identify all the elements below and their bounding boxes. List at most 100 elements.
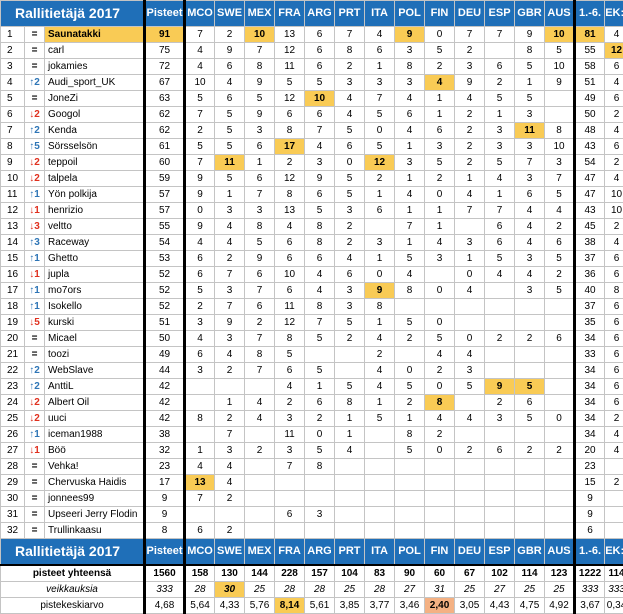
score-fra: [275, 523, 305, 539]
score-ita: [365, 427, 395, 443]
table-row: 9↓2teppoil607111230123525735422: [1, 155, 623, 171]
score-mco: 4: [185, 331, 215, 347]
score-mex: [245, 491, 275, 507]
score-swe: 4: [215, 459, 245, 475]
extra-1: 6: [605, 315, 623, 331]
totals-label: pisteet yhteensä: [1, 565, 145, 582]
score-deu: [455, 395, 485, 411]
score-ita: [365, 523, 395, 539]
score-ita: [365, 219, 395, 235]
score-arg: 4: [305, 267, 335, 283]
score-prt: 5: [335, 315, 365, 331]
rank-change-value: =: [32, 333, 38, 344]
extra-1: 2: [605, 411, 623, 427]
score-pol: 0: [395, 363, 425, 379]
score-esp: [485, 491, 515, 507]
score-prt: 0: [335, 155, 365, 171]
player-name: Sörsselsön: [45, 139, 145, 155]
score-mex: 7: [245, 187, 275, 203]
extra-1: 6: [605, 91, 623, 107]
score-fin: [425, 459, 455, 475]
header-deu: DEU: [455, 539, 485, 566]
rank-change-value: 2: [34, 413, 40, 424]
table-row: 18↑1Isokello52276118383768: [1, 299, 623, 315]
rank-change: ↓2: [25, 155, 45, 171]
score-mex: 7: [245, 331, 275, 347]
extra-1: 6: [605, 267, 623, 283]
score-deu: 4: [455, 347, 485, 363]
score-ita: 1: [365, 187, 395, 203]
rank-change-value: 3: [34, 237, 40, 248]
extra-0: 47: [575, 187, 605, 203]
score-ita: [365, 475, 395, 491]
score-aus: 6: [545, 235, 575, 251]
rank-change-value: 1: [34, 205, 40, 216]
score-arg: 4: [305, 283, 335, 299]
score-mco: 7: [185, 155, 215, 171]
score-pol: 1: [395, 203, 425, 219]
score-prt: 5: [335, 379, 365, 395]
score-ita: 6: [365, 203, 395, 219]
score-prt: 5: [335, 171, 365, 187]
score-arg: 3: [305, 507, 335, 523]
score-mex: 9: [245, 107, 275, 123]
extra-1: 6: [605, 139, 623, 155]
score-fin: 0: [425, 27, 455, 43]
score-deu: 4: [455, 411, 485, 427]
score-mex: 8: [245, 59, 275, 75]
score-gbr: 5: [515, 91, 545, 107]
score-fra: 2: [275, 155, 305, 171]
rank-change: ↑5: [25, 139, 45, 155]
score-mco: 3: [185, 315, 215, 331]
totals-swe: 30: [215, 582, 245, 598]
rank-change: ↑3: [25, 235, 45, 251]
score-prt: [335, 491, 365, 507]
score-fin: 2: [425, 427, 455, 443]
rank-change-value: 1: [34, 253, 40, 264]
score-pol: 6: [395, 107, 425, 123]
extra-1: 2: [605, 475, 623, 491]
rank-change: ↓1: [25, 203, 45, 219]
score-swe: 5: [215, 171, 245, 187]
score-swe: 5: [215, 107, 245, 123]
score-mco: [185, 507, 215, 523]
score-aus: 10: [545, 139, 575, 155]
rank-change: ↓2: [25, 107, 45, 123]
score-arg: 2: [305, 411, 335, 427]
score-aus: [545, 347, 575, 363]
score-arg: 8: [305, 219, 335, 235]
score-mex: 5: [245, 91, 275, 107]
table-row: 19↓5kurski51392127515035610: [1, 315, 623, 331]
total-points: 67: [145, 75, 185, 91]
score-aus: [545, 299, 575, 315]
rank-change: ↑2: [25, 363, 45, 379]
score-esp: [485, 459, 515, 475]
score-gbr: 3: [515, 139, 545, 155]
score-prt: [335, 507, 365, 523]
total-points: 8: [145, 523, 185, 539]
score-deu: 5: [455, 379, 485, 395]
score-swe: 4: [215, 475, 245, 491]
total-points: 9: [145, 491, 185, 507]
score-gbr: 4: [515, 203, 545, 219]
table-row: 12↓1henrizio570331353611774443104: [1, 203, 623, 219]
score-esp: 6: [485, 219, 515, 235]
score-fin: 4: [425, 411, 455, 427]
table-row: 13↓3veltto55948482716424528: [1, 219, 623, 235]
rank-change-value: =: [32, 29, 38, 40]
rank-change-value: 2: [34, 109, 40, 120]
totals-aus: 25: [545, 582, 575, 598]
score-fin: [425, 267, 455, 283]
score-swe: 2: [215, 251, 245, 267]
total-points: 62: [145, 107, 185, 123]
score-pol: 1: [395, 411, 425, 427]
rank-change-value: 2: [34, 157, 40, 168]
score-aus: 2: [545, 443, 575, 459]
table-row: 7↑2Kenda622538750462311848410: [1, 123, 623, 139]
score-aus: 9: [545, 75, 575, 91]
player-name: kurski: [45, 315, 145, 331]
rank-cell: 28: [1, 459, 25, 475]
